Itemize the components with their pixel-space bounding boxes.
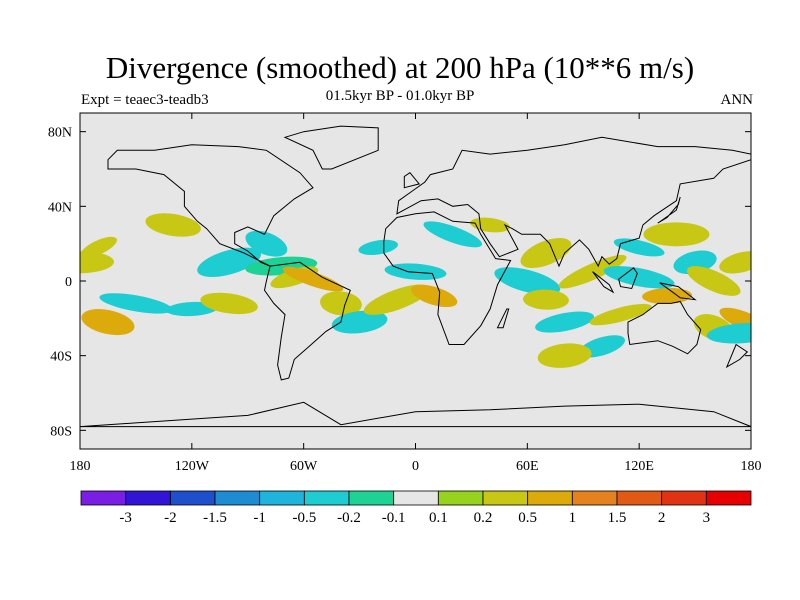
y-tick-label: 40S (50, 350, 72, 365)
anomaly-region (245, 230, 288, 257)
season-label: ANN (720, 92, 754, 108)
coastline-africa (383, 211, 512, 345)
plot-subtitle: 01.5kyr BP - 01.0kyr BP (325, 88, 475, 104)
colorbar-swatch (437, 490, 484, 506)
anomaly-region (537, 343, 592, 368)
anomaly-region (643, 222, 710, 247)
anomaly-region (494, 267, 561, 295)
anomaly-region (589, 303, 652, 326)
colorbar-label: 0.2 (474, 510, 493, 526)
anomaly-region (686, 266, 741, 296)
colorbar-swatch (303, 490, 350, 506)
anomaly-region (145, 213, 201, 237)
coastline-borneo (618, 267, 638, 290)
coastline-new-guinea (659, 282, 697, 301)
colorbar-swatch (125, 490, 171, 506)
anomaly-region (331, 310, 388, 334)
coastline-british-isles (403, 172, 421, 189)
colorbar-label: 0.1 (429, 510, 448, 526)
anomaly-region (719, 251, 751, 274)
x-tick-label: 180 (741, 459, 762, 474)
colorbar-label: 3 (703, 510, 711, 526)
colorbar-swatch (393, 490, 439, 506)
colorbar-label: -0.5 (292, 510, 316, 526)
colorbar-swatch (571, 490, 618, 506)
colorbar-label: -0.2 (337, 510, 361, 526)
colorbar-swatch (259, 490, 305, 506)
x-tick-label: 120W (175, 459, 210, 474)
x-tick-label: 60E (516, 459, 539, 474)
anomaly-region (358, 239, 399, 255)
coastline-eurasia (396, 136, 751, 268)
colorbar-swatch (80, 490, 127, 506)
anomaly-region (320, 291, 362, 316)
coastline-madagascar (496, 308, 510, 329)
anomaly-region (81, 309, 135, 336)
x-tick-label: 60W (290, 459, 318, 474)
coastline-south-america (263, 261, 351, 381)
anomaly-region (613, 238, 665, 257)
coastline-australia (627, 300, 702, 355)
anomaly-region (282, 266, 344, 292)
anomaly-region (80, 251, 114, 274)
x-tick-label: 180 (70, 459, 91, 474)
colorbar-swatch (214, 490, 261, 506)
colorbar-swatch (616, 490, 663, 506)
colorbar-swatch (661, 490, 707, 506)
anomaly-region (706, 322, 751, 344)
anomaly-region (642, 287, 693, 304)
anomaly-region (99, 293, 173, 314)
anomaly-region (520, 237, 572, 269)
experiment-label: Expt = teaec3-teadb3 (81, 92, 209, 108)
anomaly-region (522, 289, 569, 310)
colorbar-label: -1.5 (203, 510, 227, 526)
anomaly-region (719, 307, 751, 337)
coastline-sumatra (592, 271, 615, 294)
coastline-north-america (107, 144, 314, 267)
colorbar-label: -2 (164, 510, 177, 526)
colorbar-swatch (482, 490, 529, 506)
colorbar-swatch (169, 490, 216, 506)
anomaly-region (384, 263, 447, 280)
y-tick-label: 80S (50, 424, 72, 439)
anomaly-region (411, 284, 458, 308)
y-tick-label: 0 (65, 275, 72, 290)
colorbar-label: -3 (119, 510, 132, 526)
coastline-new-zealand (725, 343, 749, 369)
coastline-greenland (283, 125, 379, 170)
plot-title: Divergence (smoothed) at 200 hPa (10**6 … (105, 50, 695, 85)
x-tick-label: 0 (412, 459, 419, 474)
x-tick-label: 120E (624, 459, 654, 474)
anomaly-region (197, 247, 262, 278)
y-tick-label: 80N (48, 126, 72, 141)
colorbar-label: 2 (658, 510, 666, 526)
anomaly-region (535, 311, 595, 333)
colorbar-swatch (527, 490, 573, 506)
colorbar-swatch (348, 490, 395, 506)
colorbar-label: -1 (253, 510, 266, 526)
coastline-antarctica (80, 401, 751, 428)
colorbar-label: -0.1 (382, 510, 406, 526)
anomaly-region (603, 266, 675, 289)
y-tick-label: 40N (48, 200, 72, 215)
anomaly-region (200, 292, 258, 315)
coastline-japan (657, 196, 681, 224)
colorbar-label: 0.5 (518, 510, 537, 526)
colorbar-swatch (705, 490, 752, 506)
colorbar-label: 1.5 (608, 510, 627, 526)
anomaly-region (423, 221, 483, 248)
colorbar-label: 1 (569, 510, 577, 526)
